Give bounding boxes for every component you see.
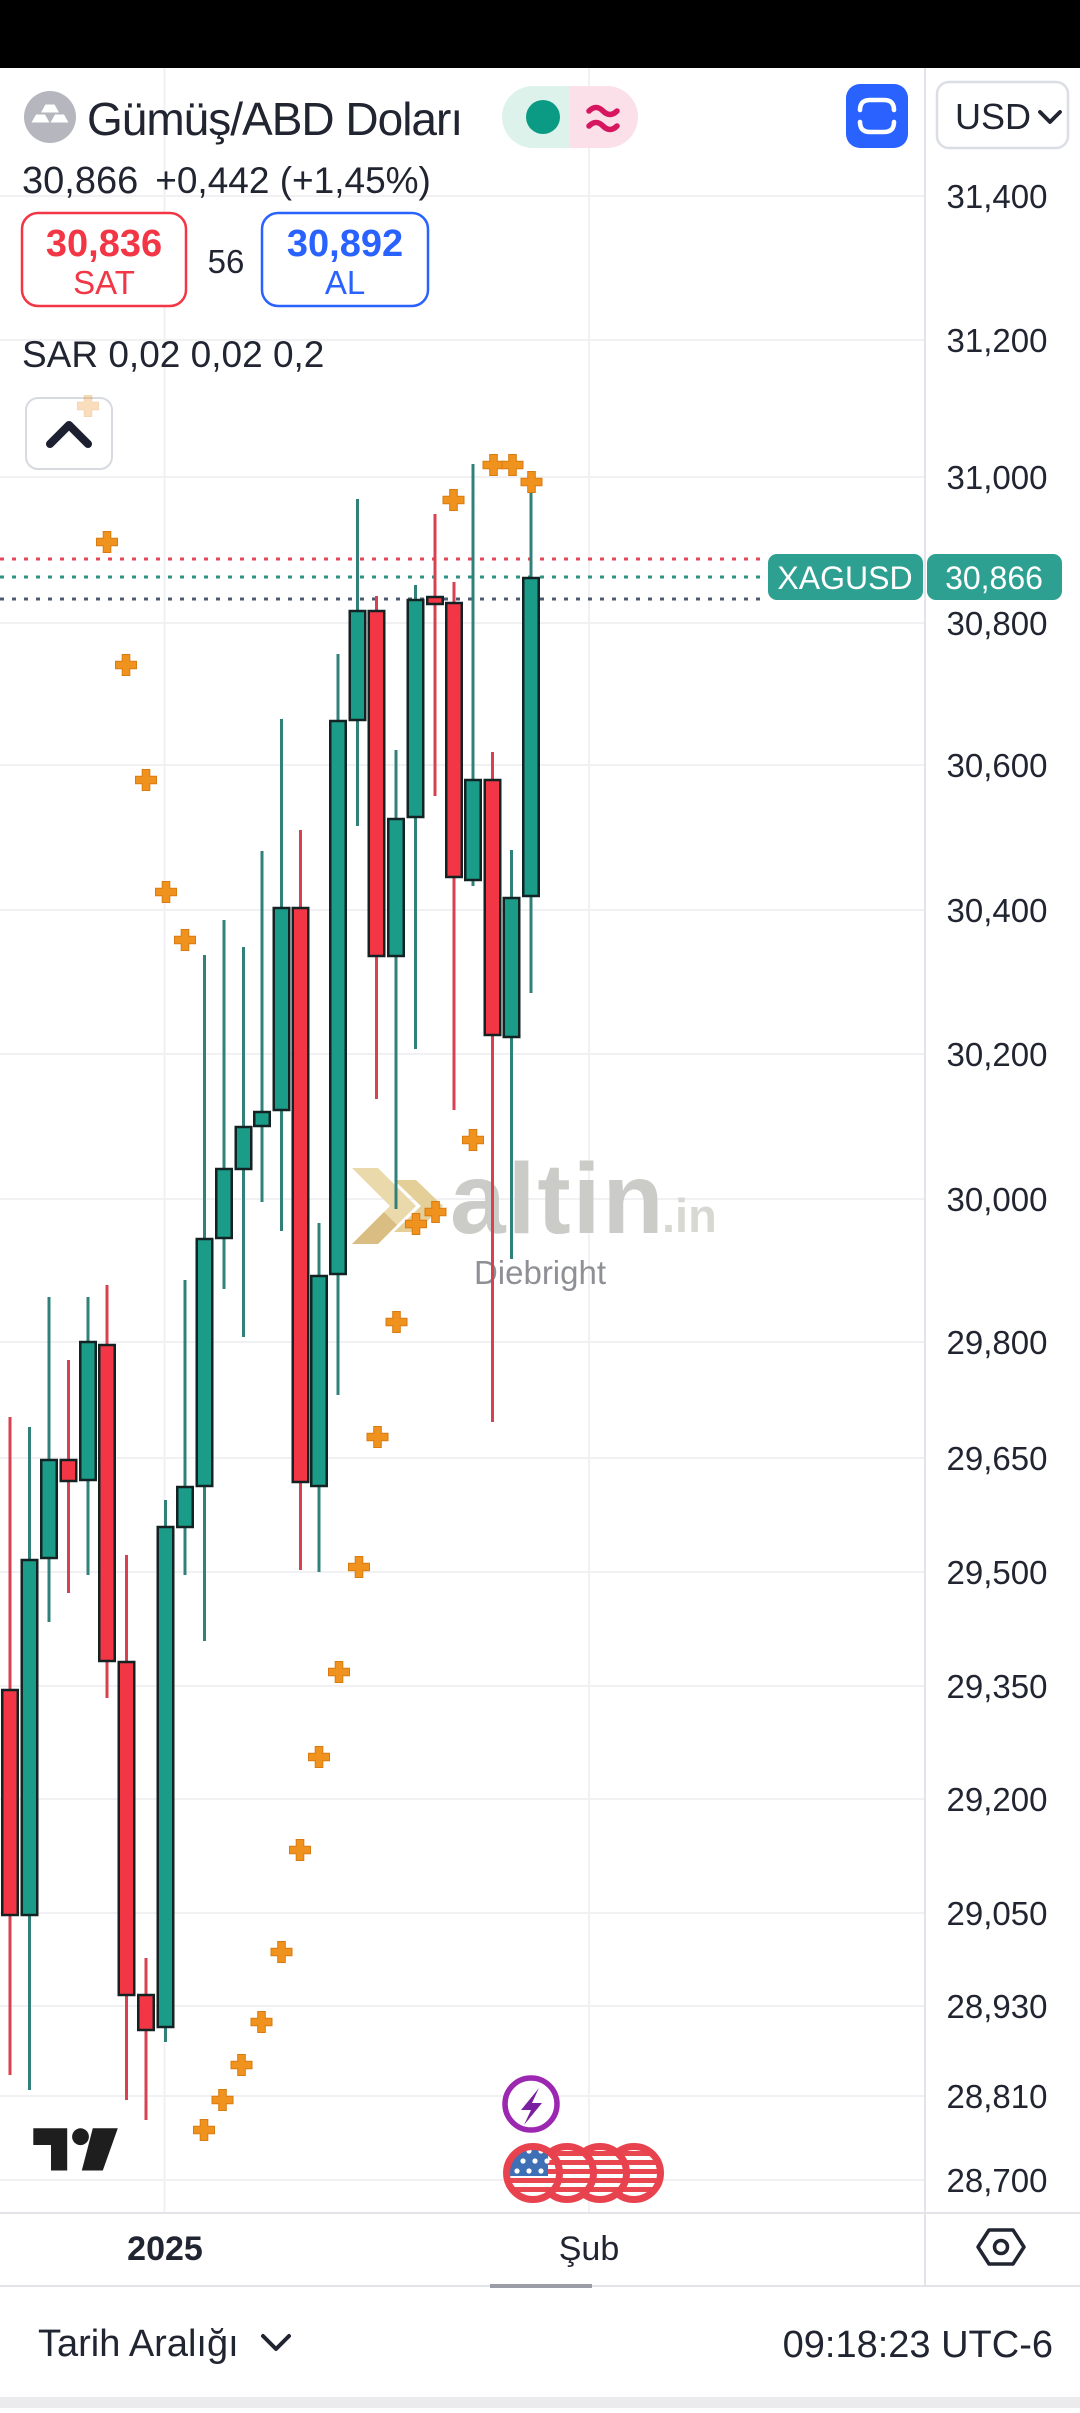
svg-text:XAGUSD: XAGUSD xyxy=(777,560,912,596)
svg-text:Tarih Aralığı: Tarih Aralığı xyxy=(38,2323,239,2365)
svg-text:.in: .in xyxy=(662,1189,717,1242)
svg-text:AL: AL xyxy=(325,264,365,301)
svg-text:31,400: 31,400 xyxy=(947,178,1048,215)
svg-text:Şub: Şub xyxy=(559,2230,620,2268)
svg-text:31,200: 31,200 xyxy=(947,322,1048,359)
svg-text:30,866: 30,866 xyxy=(945,560,1043,596)
svg-text:30,866+0,442 (+1,45%): 30,866 +0,442 (+1,45%) xyxy=(22,160,431,202)
svg-text:SAR 0,02 0,02 0,2: SAR 0,02 0,02 0,2 xyxy=(22,334,324,375)
svg-text:Gümüş/ABD Doları: Gümüş/ABD Doları xyxy=(87,93,462,145)
svg-text:30,836: 30,836 xyxy=(46,223,162,265)
svg-text:USD: USD xyxy=(955,96,1031,137)
svg-text:30,892: 30,892 xyxy=(287,223,403,265)
svg-text:30,200: 30,200 xyxy=(947,1036,1048,1073)
svg-text:29,200: 29,200 xyxy=(947,1781,1048,1818)
svg-text:56: 56 xyxy=(208,243,245,280)
svg-text:28,930: 28,930 xyxy=(947,1988,1048,2025)
svg-text:29,800: 29,800 xyxy=(947,1324,1048,1361)
svg-text:31,000: 31,000 xyxy=(947,459,1048,496)
svg-text:2025: 2025 xyxy=(127,2230,203,2268)
svg-text:09:18:23 UTC-6: 09:18:23 UTC-6 xyxy=(783,2324,1053,2366)
svg-text:28,810: 28,810 xyxy=(947,2078,1048,2115)
svg-text:30,000: 30,000 xyxy=(947,1181,1048,1218)
svg-text:28,700: 28,700 xyxy=(947,2162,1048,2199)
svg-text:29,050: 29,050 xyxy=(947,1895,1048,1932)
svg-text:30,800: 30,800 xyxy=(947,605,1048,642)
svg-text:SAT: SAT xyxy=(73,264,135,301)
svg-text:Diebright: Diebright xyxy=(474,1254,606,1291)
svg-text:30,400: 30,400 xyxy=(947,892,1048,929)
svg-text:altin: altin xyxy=(450,1143,666,1255)
svg-text:29,500: 29,500 xyxy=(947,1554,1048,1591)
svg-text:29,650: 29,650 xyxy=(947,1440,1048,1477)
svg-text:30,600: 30,600 xyxy=(947,747,1048,784)
svg-text:29,350: 29,350 xyxy=(947,1668,1048,1705)
